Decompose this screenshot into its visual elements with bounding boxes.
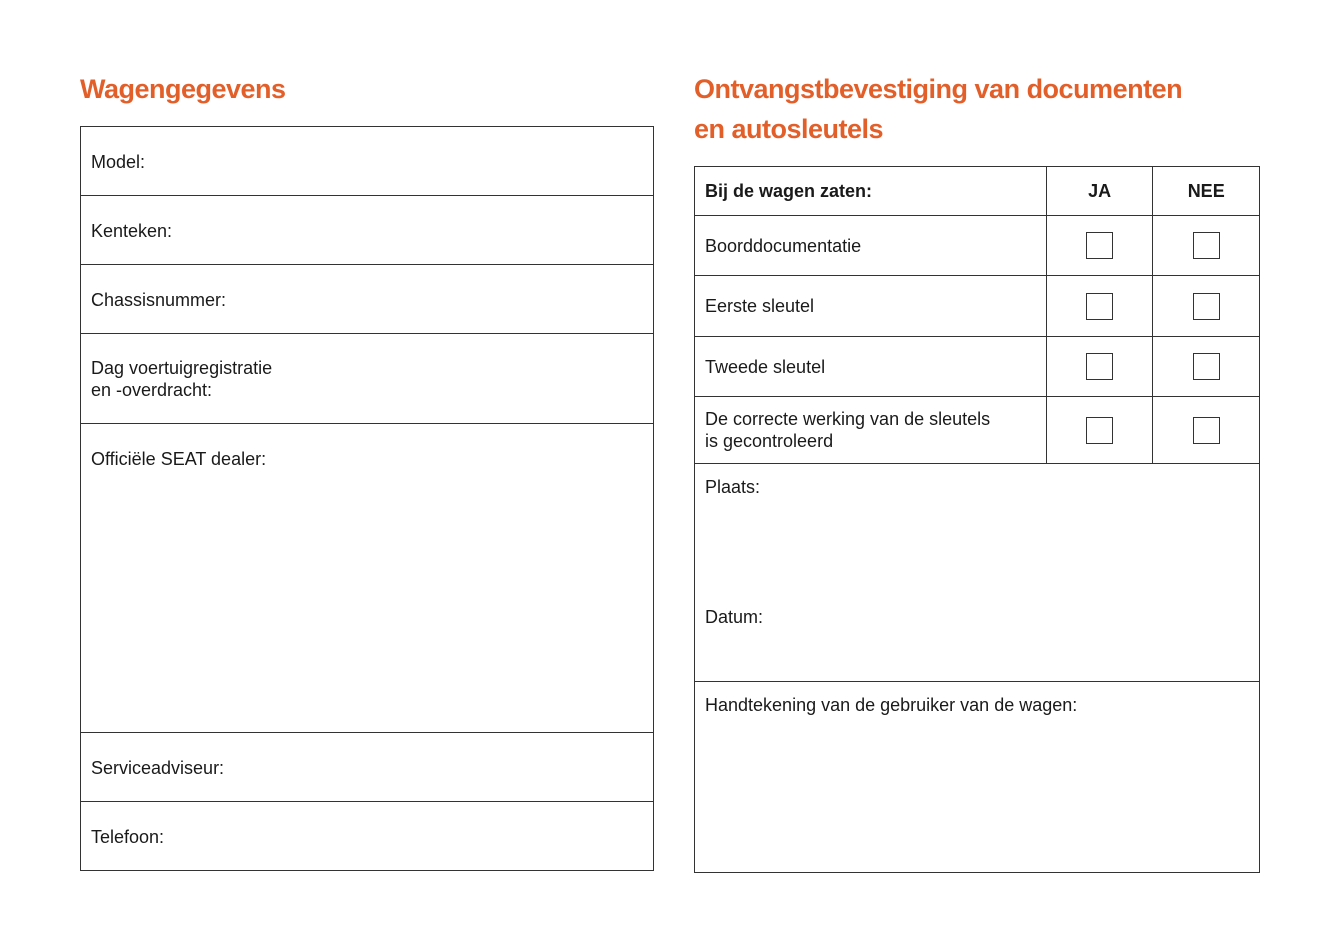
field-dealer[interactable]: Officiële SEAT dealer: xyxy=(81,424,653,733)
item-label: Boorddocumentatie xyxy=(694,215,1047,276)
signature-row: Handtekening van de gebruiker van de wag… xyxy=(694,681,1260,873)
header-label: Bij de wagen zaten: xyxy=(694,166,1047,216)
checkbox-yes[interactable] xyxy=(1086,353,1114,380)
table-header: Bij de wagen zaten: JA NEE xyxy=(694,166,1260,216)
vehicle-data-form: Model: Kenteken: Chassisnummer: Dag voer… xyxy=(80,126,654,871)
field-phone[interactable]: Telefoon: xyxy=(91,827,165,847)
table-row: Boorddocumentatie xyxy=(694,215,1260,276)
checkbox-no[interactable] xyxy=(1192,292,1220,320)
receipt-title: Ontvangstbevestiging van documenten en au… xyxy=(694,69,1183,149)
table-row: Tweede sleutel xyxy=(694,336,1260,397)
checkbox-no[interactable] xyxy=(1192,232,1220,259)
header-yes: JA xyxy=(1045,166,1154,216)
header-no: NEE xyxy=(1152,166,1260,216)
checkbox-yes[interactable] xyxy=(1086,416,1114,444)
field-service-advisor[interactable]: Serviceadviseur: xyxy=(81,733,653,802)
field-license-plate[interactable]: Kenteken: xyxy=(81,196,653,265)
field-chassis-number[interactable]: Chassisnummer: xyxy=(81,265,653,334)
table-row: Eerste sleutel xyxy=(694,275,1260,337)
item-label: De correcte werking van de sleutels is g… xyxy=(694,396,1047,464)
place-date-row: Plaats: Datum: xyxy=(694,463,1260,682)
checkbox-no[interactable] xyxy=(1192,353,1220,380)
receipt-title-line2: en autosleutels xyxy=(694,114,884,144)
item-label: Tweede sleutel xyxy=(694,336,1047,397)
receipt-title-line1: Ontvangstbevestiging van documenten xyxy=(694,74,1183,104)
field-signature[interactable]: Handtekening van de gebruiker van de wag… xyxy=(694,681,1260,873)
checkbox-no[interactable] xyxy=(1192,416,1220,444)
checkbox-yes[interactable] xyxy=(1086,292,1114,320)
field-registration-date[interactable]: Dag voertuigregistratie en -overdracht: xyxy=(81,334,653,424)
field-place[interactable]: Plaats: xyxy=(705,477,761,497)
receipt-table: Bij de wagen zaten: JA NEE Boorddocument… xyxy=(694,166,1260,873)
table-row: De correcte werking van de sleutels is g… xyxy=(694,396,1260,464)
item-label: Eerste sleutel xyxy=(694,275,1047,337)
vehicle-data-title: Wagengegevens xyxy=(80,74,286,104)
field-model[interactable]: Model: xyxy=(81,127,653,196)
field-date[interactable]: Datum: xyxy=(705,607,764,627)
checkbox-yes[interactable] xyxy=(1086,232,1114,259)
